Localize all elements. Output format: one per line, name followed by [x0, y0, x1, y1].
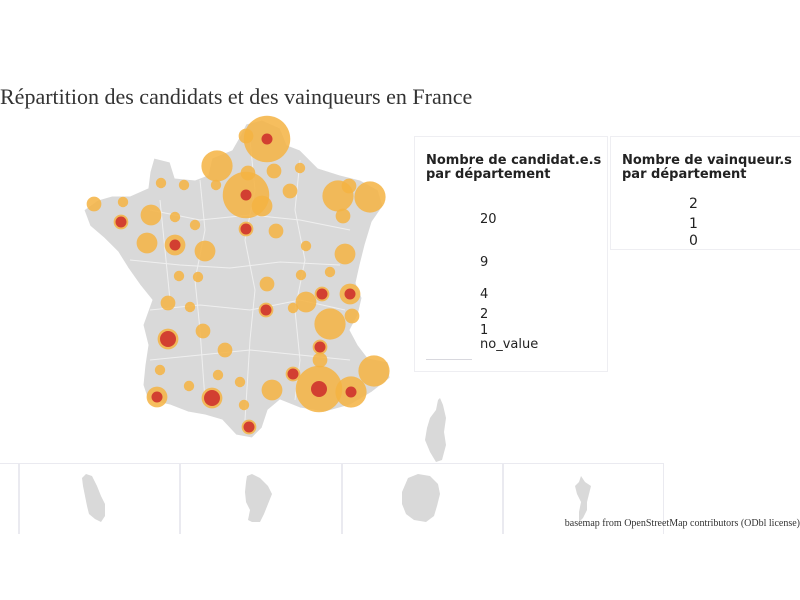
winners-symbol-morbihan[interactable] [115, 216, 127, 228]
legend-winners-label-2: 2 [689, 196, 698, 212]
legend-winners-title-line1: Nombre de vainqueur.s [622, 153, 792, 168]
winners-symbol-ain[interactable] [316, 288, 328, 300]
winners-symbol-maine-loire[interactable] [169, 239, 181, 251]
candidates-symbol-isere[interactable] [314, 308, 346, 340]
candidates-symbol-herault[interactable] [261, 379, 283, 401]
candidates-symbol-seine-maritime[interactable] [201, 150, 233, 182]
legend-candidates-label-2: 2 [480, 307, 489, 322]
map-title: Répartition des candidats et des vainque… [0, 84, 473, 109]
winners-symbol-haute-garonne[interactable] [204, 390, 220, 406]
candidates-symbol-loire[interactable] [287, 302, 299, 314]
candidates-symbol-aude[interactable] [238, 399, 250, 411]
candidates-symbol-haute-marne[interactable] [300, 240, 312, 252]
winners-symbol-nord[interactable] [261, 133, 273, 145]
candidates-symbol-manche[interactable] [178, 179, 190, 191]
legend-candidates-divider [426, 359, 472, 360]
inset-martinique [18, 463, 181, 534]
winners-symbol-gard[interactable] [287, 368, 299, 380]
candidates-symbol-pas-de-calais[interactable] [238, 128, 254, 144]
candidates-symbol-indre-loire[interactable] [194, 240, 216, 262]
candidates-symbol-ille-vilaine[interactable] [140, 204, 162, 226]
winners-symbol-pyrenees-atlantiques[interactable] [151, 391, 163, 403]
candidates-symbol-jura[interactable] [324, 266, 336, 278]
mayotte-shape [575, 476, 591, 522]
legend-candidates-label-9: 9 [480, 255, 489, 270]
candidates-symbol-finistere[interactable] [86, 196, 102, 212]
winners-symbol-loiret[interactable] [240, 223, 252, 235]
legend-candidates-label-20: 20 [480, 212, 497, 227]
inset-mayotte [502, 463, 664, 534]
winners-symbol-pyrenees-orientales[interactable] [243, 421, 255, 433]
candidates-symbol-loire-atlantique[interactable] [136, 232, 158, 254]
candidates-symbol-vienne[interactable] [173, 270, 185, 282]
candidates-symbol-cotes-armor[interactable] [117, 196, 129, 208]
legend-winners-label-0: 0 [689, 233, 698, 249]
martinique-shape [82, 474, 105, 522]
candidates-symbol-aisne[interactable] [294, 162, 306, 174]
guyane-shape [245, 474, 272, 522]
legend-winners-title-line2: par département [622, 167, 747, 182]
candidates-symbol-yonne[interactable] [268, 223, 284, 239]
winners-symbol-drome[interactable] [314, 341, 326, 353]
winners-symbol-bouches-du-rhone[interactable] [311, 381, 327, 397]
candidates-symbol-mayenne[interactable] [169, 211, 181, 223]
candidates-symbol-savoie[interactable] [344, 308, 360, 324]
candidates-symbol-gers[interactable] [183, 380, 195, 392]
candidates-symbol-moselle-nord[interactable] [341, 178, 357, 194]
reunion-shape [402, 474, 440, 522]
inset-guadeloupe [0, 463, 20, 534]
candidates-symbol-landes[interactable] [154, 364, 166, 376]
winners-symbol-puy-de-dome[interactable] [260, 304, 272, 316]
legend-candidates-label-1: 1 [480, 323, 489, 338]
candidates-symbol-lot[interactable] [217, 342, 233, 358]
candidates-symbol-aveyron[interactable] [234, 376, 246, 388]
inset-reunion [341, 463, 504, 534]
winners-symbol-paris-idf[interactable] [240, 189, 252, 201]
inset-guyane [179, 463, 343, 534]
candidates-symbol-alpes-maritimes[interactable] [358, 355, 390, 387]
legend-candidates-label-4: 4 [480, 287, 489, 302]
candidates-symbol-allier[interactable] [259, 276, 275, 292]
candidates-symbol-doubs[interactable] [334, 243, 356, 265]
candidates-symbol-indre[interactable] [192, 271, 204, 283]
proportional-symbols-layer [86, 115, 390, 435]
corsica-shape [425, 398, 446, 462]
winners-symbol-gironde[interactable] [160, 331, 176, 347]
candidates-symbol-marne[interactable] [282, 183, 298, 199]
candidates-symbol-bas-rhin[interactable] [354, 181, 386, 213]
candidates-symbol-rhone[interactable] [295, 291, 317, 313]
candidates-symbol-tarn-garonne[interactable] [212, 369, 224, 381]
legend-winners: Nombre de vainqueur.s par département 2 … [610, 136, 800, 250]
legend-candidates: Nombre de candidat.e.s par département 2… [414, 136, 608, 372]
legend-candidates-label-no-value: no_value [480, 337, 539, 352]
candidates-symbol-idf-nord[interactable] [240, 165, 256, 181]
candidates-symbol-charente-maritime[interactable] [160, 295, 176, 311]
candidates-symbol-correze[interactable] [195, 323, 211, 339]
candidates-symbol-haute-vienne[interactable] [184, 301, 196, 313]
candidates-symbol-eure[interactable] [210, 179, 222, 191]
candidates-symbol-vaucluse[interactable] [312, 352, 328, 368]
candidates-symbol-meurthe[interactable] [335, 208, 351, 224]
winners-symbol-var[interactable] [345, 386, 357, 398]
legend-winners-label-1: 1 [689, 216, 698, 232]
candidates-symbol-sarthe[interactable] [189, 219, 201, 231]
winners-symbol-haute-savoie[interactable] [344, 288, 356, 300]
map-attribution: basemap from OpenStreetMap contributors … [564, 518, 800, 529]
legend-candidates-title-line1: Nombre de candidat.e.s [426, 153, 602, 168]
candidates-symbol-calvados[interactable] [155, 177, 167, 189]
candidates-symbol-idf-sud[interactable] [251, 195, 273, 217]
legend-candidates-title-line2: par département [426, 167, 551, 182]
candidates-symbol-cote-or[interactable] [295, 269, 307, 281]
candidates-symbol-oise[interactable] [266, 163, 282, 179]
